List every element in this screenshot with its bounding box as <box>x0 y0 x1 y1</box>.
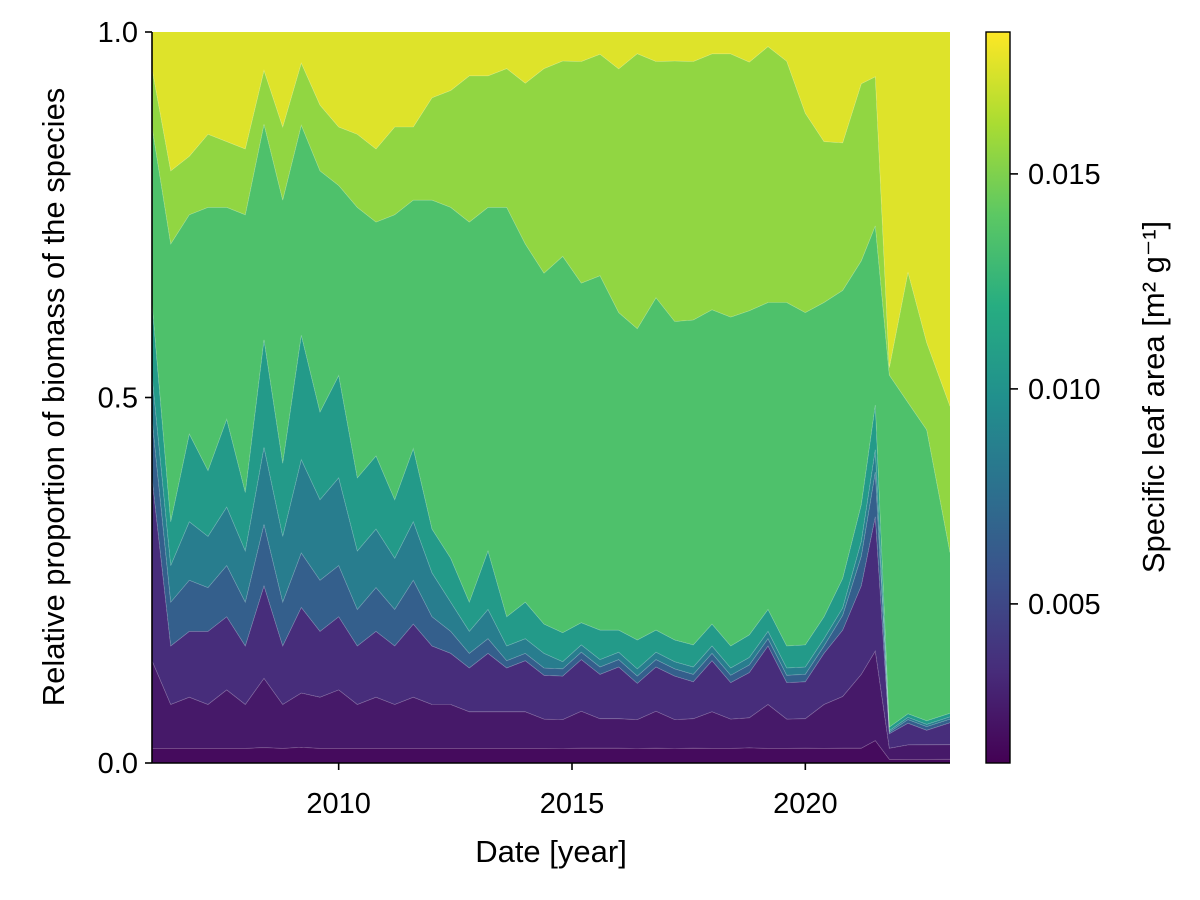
colorbar-tick-label: 0.015 <box>1028 159 1101 191</box>
area-band-2 <box>152 477 950 749</box>
colorbar-ticks: 0.005 0.010 0.015 <box>1010 159 1101 621</box>
area-band-7 <box>152 46 950 553</box>
band-edge-4 <box>151 375 951 732</box>
area-band-3 <box>152 419 950 734</box>
x-tick-label: 2010 <box>306 788 371 820</box>
y-tick-label: 0.0 <box>98 748 138 780</box>
y-tick-label: 1.0 <box>98 17 138 49</box>
area-band-4 <box>152 375 950 733</box>
band-edge-2 <box>151 477 951 735</box>
x-tick-label: 2015 <box>540 788 605 820</box>
colorbar-tick-label: 0.005 <box>1028 589 1101 621</box>
band-edge-0 <box>152 740 951 760</box>
x-axis-title: Date [year] <box>475 834 627 869</box>
band-edge-3 <box>151 419 951 733</box>
y-ticks: 0.0 0.5 1.0 <box>98 17 152 780</box>
band-edges <box>151 46 951 760</box>
colorbar-title: Specific leaf area [m² g⁻¹] <box>1136 221 1171 573</box>
y-axis-title: Relative proportion of biomass of the sp… <box>36 88 71 707</box>
area-band-8 <box>152 32 950 407</box>
y-tick-label: 0.5 <box>98 383 138 415</box>
band-edge-5 <box>151 302 951 728</box>
area-band-6 <box>152 124 950 728</box>
x-tick-label: 2020 <box>773 788 838 820</box>
colorbar-tick-label: 0.010 <box>1028 374 1101 406</box>
band-edge-7 <box>151 46 951 407</box>
band-edge-1 <box>151 649 951 749</box>
area-band-1 <box>152 651 950 760</box>
x-ticks: 2010 2015 2020 <box>306 763 838 820</box>
area-band-5 <box>152 302 950 731</box>
area-band-0 <box>152 740 950 763</box>
band-edge-6 <box>151 124 951 553</box>
plot-area <box>152 32 950 763</box>
colorbar <box>985 31 1011 764</box>
